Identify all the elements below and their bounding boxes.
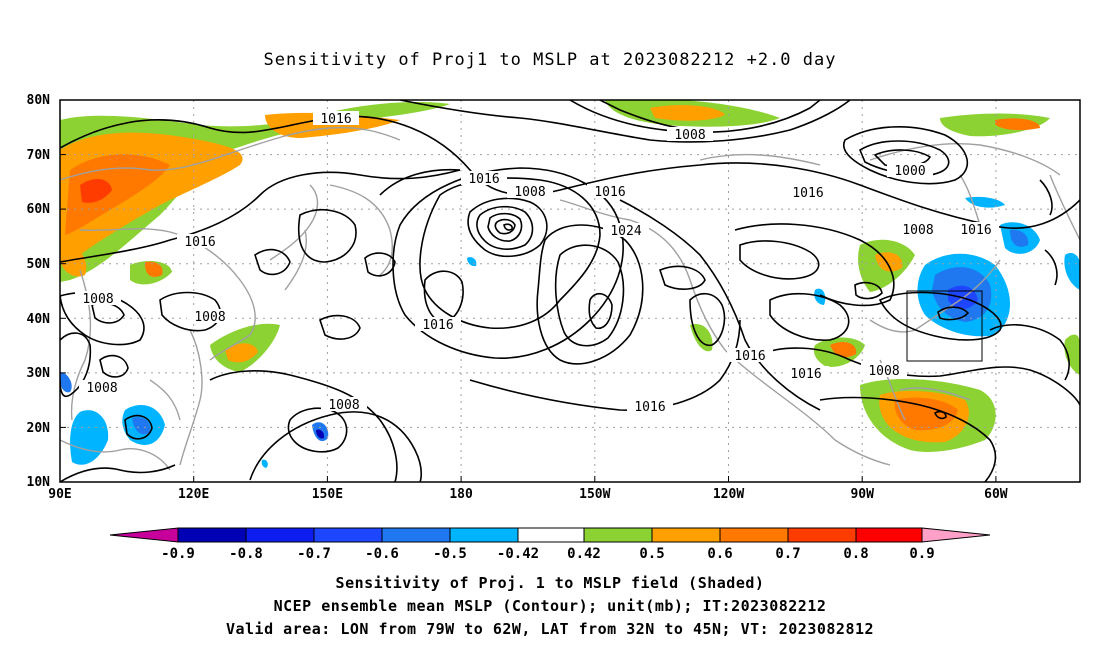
svg-text:1008: 1008: [902, 223, 933, 238]
contour-label: 1016: [727, 348, 773, 364]
svg-text:1008: 1008: [674, 128, 705, 143]
svg-text:1016: 1016: [422, 318, 453, 333]
colorbar-label: -0.7: [297, 546, 331, 562]
contour-label: 1016: [627, 399, 673, 415]
colorbar-high-arrow: [921, 527, 991, 543]
svg-text:1008: 1008: [194, 310, 225, 325]
svg-text:1016: 1016: [184, 235, 215, 250]
contour-label: 1008: [79, 380, 125, 396]
svg-text:1016: 1016: [792, 186, 823, 201]
contour-label: 1008: [507, 184, 553, 200]
svg-text:1024: 1024: [610, 224, 641, 239]
colorbar-label: -0.42: [497, 546, 539, 562]
colorbar: [109, 527, 991, 543]
colorbar-label: -0.5: [433, 546, 467, 562]
colorbar-label: 0.8: [843, 546, 868, 562]
lon-label: 90E: [48, 487, 71, 502]
map-frame: [59, 99, 1081, 483]
contour-label: 1008: [187, 309, 233, 325]
svg-text:1016: 1016: [734, 349, 765, 364]
contour-label: 1016: [785, 185, 831, 201]
contour-label: 1008: [321, 397, 367, 413]
colorbar-labels: -0.9 -0.8 -0.7 -0.6 -0.5 -0.42 0.42 0.5 …: [161, 546, 935, 562]
positive-sensitivity-shading: [60, 100, 1080, 452]
contour-label: 1000: [887, 163, 933, 179]
contour-label: 1016: [783, 366, 829, 382]
contour-labels: 1016 1008 1000 1016 1008 1016 1024 1016 …: [75, 111, 999, 415]
contour-label: 1016: [953, 222, 999, 238]
lat-label: 60N: [27, 202, 51, 217]
lat-label: 20N: [27, 421, 51, 436]
lon-label: 90W: [850, 487, 874, 502]
svg-text:1008: 1008: [328, 398, 359, 413]
colorbar-box: [449, 527, 519, 543]
map-title: Sensitivity of Proj1 to MSLP at 20230822…: [263, 50, 837, 70]
coastlines: [60, 126, 1080, 471]
svg-text:1008: 1008: [514, 185, 545, 200]
colorbar-label: -0.6: [365, 546, 399, 562]
colorbar-label: -0.8: [229, 546, 263, 562]
svg-text:1000: 1000: [894, 164, 925, 179]
svg-text:1016: 1016: [594, 185, 625, 200]
colorbar-label: 0.6: [707, 546, 732, 562]
colorbar-box: [313, 527, 383, 543]
lon-label: 150W: [579, 487, 610, 502]
longitude-labels: 90E 120E 150E 180 150W 120W 90W 60W: [48, 487, 1008, 502]
colorbar-box: [787, 527, 857, 543]
colorbar-label: -0.9: [161, 546, 195, 562]
lon-label: 120W: [713, 487, 744, 502]
lat-label: 50N: [27, 257, 51, 272]
svg-text:1016: 1016: [320, 112, 351, 127]
svg-text:1008: 1008: [868, 364, 899, 379]
contour-label: 1008: [667, 127, 713, 143]
colorbar-label: 0.5: [639, 546, 664, 562]
lon-label: 150E: [312, 487, 343, 502]
colorbar-box: [381, 527, 451, 543]
footer-line-2: NCEP ensemble mean MSLP (Contour); unit(…: [273, 597, 827, 615]
svg-text:1016: 1016: [634, 400, 665, 415]
lat-label: 80N: [27, 93, 51, 108]
contour-label: 1008: [895, 222, 941, 238]
colorbar-box: [583, 527, 653, 543]
svg-text:1016: 1016: [790, 367, 821, 382]
contour-label: 1016: [177, 234, 223, 250]
svg-text:1008: 1008: [82, 292, 113, 307]
colorbar-label: 0.9: [909, 546, 934, 562]
lat-label: 70N: [27, 148, 51, 163]
colorbar-low-arrow: [109, 527, 179, 543]
lat-label: 10N: [27, 475, 51, 490]
contour-label: 1016: [313, 111, 359, 127]
lat-label: 30N: [27, 366, 51, 381]
valid-area-box: [906, 290, 983, 362]
footer-line-1: Sensitivity of Proj. 1 to MSLP field (Sh…: [335, 574, 765, 592]
latitude-labels: 80N 70N 60N 50N 40N 30N 20N 10N: [27, 93, 51, 490]
contour-label: 1016: [415, 317, 461, 333]
colorbar-box: [517, 527, 585, 543]
colorbar-box: [245, 527, 315, 543]
contour-label: 1016: [587, 184, 633, 200]
axis-ticks: [60, 99, 997, 482]
contour-label: 1008: [861, 363, 907, 379]
svg-text:1008: 1008: [86, 381, 117, 396]
lon-label: 60W: [984, 487, 1008, 502]
contour-label: 1008: [75, 291, 121, 307]
svg-text:1016: 1016: [960, 223, 991, 238]
colorbar-box: [719, 527, 789, 543]
colorbar-label: 0.42: [567, 546, 601, 562]
lat-label: 40N: [27, 312, 51, 327]
footer-line-3: Valid area: LON from 79W to 62W, LAT fro…: [225, 620, 875, 638]
mslp-contours: [60, 100, 1080, 482]
lon-label: 120E: [178, 487, 209, 502]
colorbar-box: [651, 527, 721, 543]
contour-label: 1024: [603, 223, 649, 239]
colorbar-box: [855, 527, 923, 543]
contour-label: 1016: [461, 171, 507, 187]
svg-text:1016: 1016: [468, 172, 499, 187]
lon-label: 180: [449, 487, 473, 502]
map-plot-area: [60, 100, 1080, 482]
colorbar-box: [177, 527, 247, 543]
colorbar-label: 0.7: [775, 546, 800, 562]
